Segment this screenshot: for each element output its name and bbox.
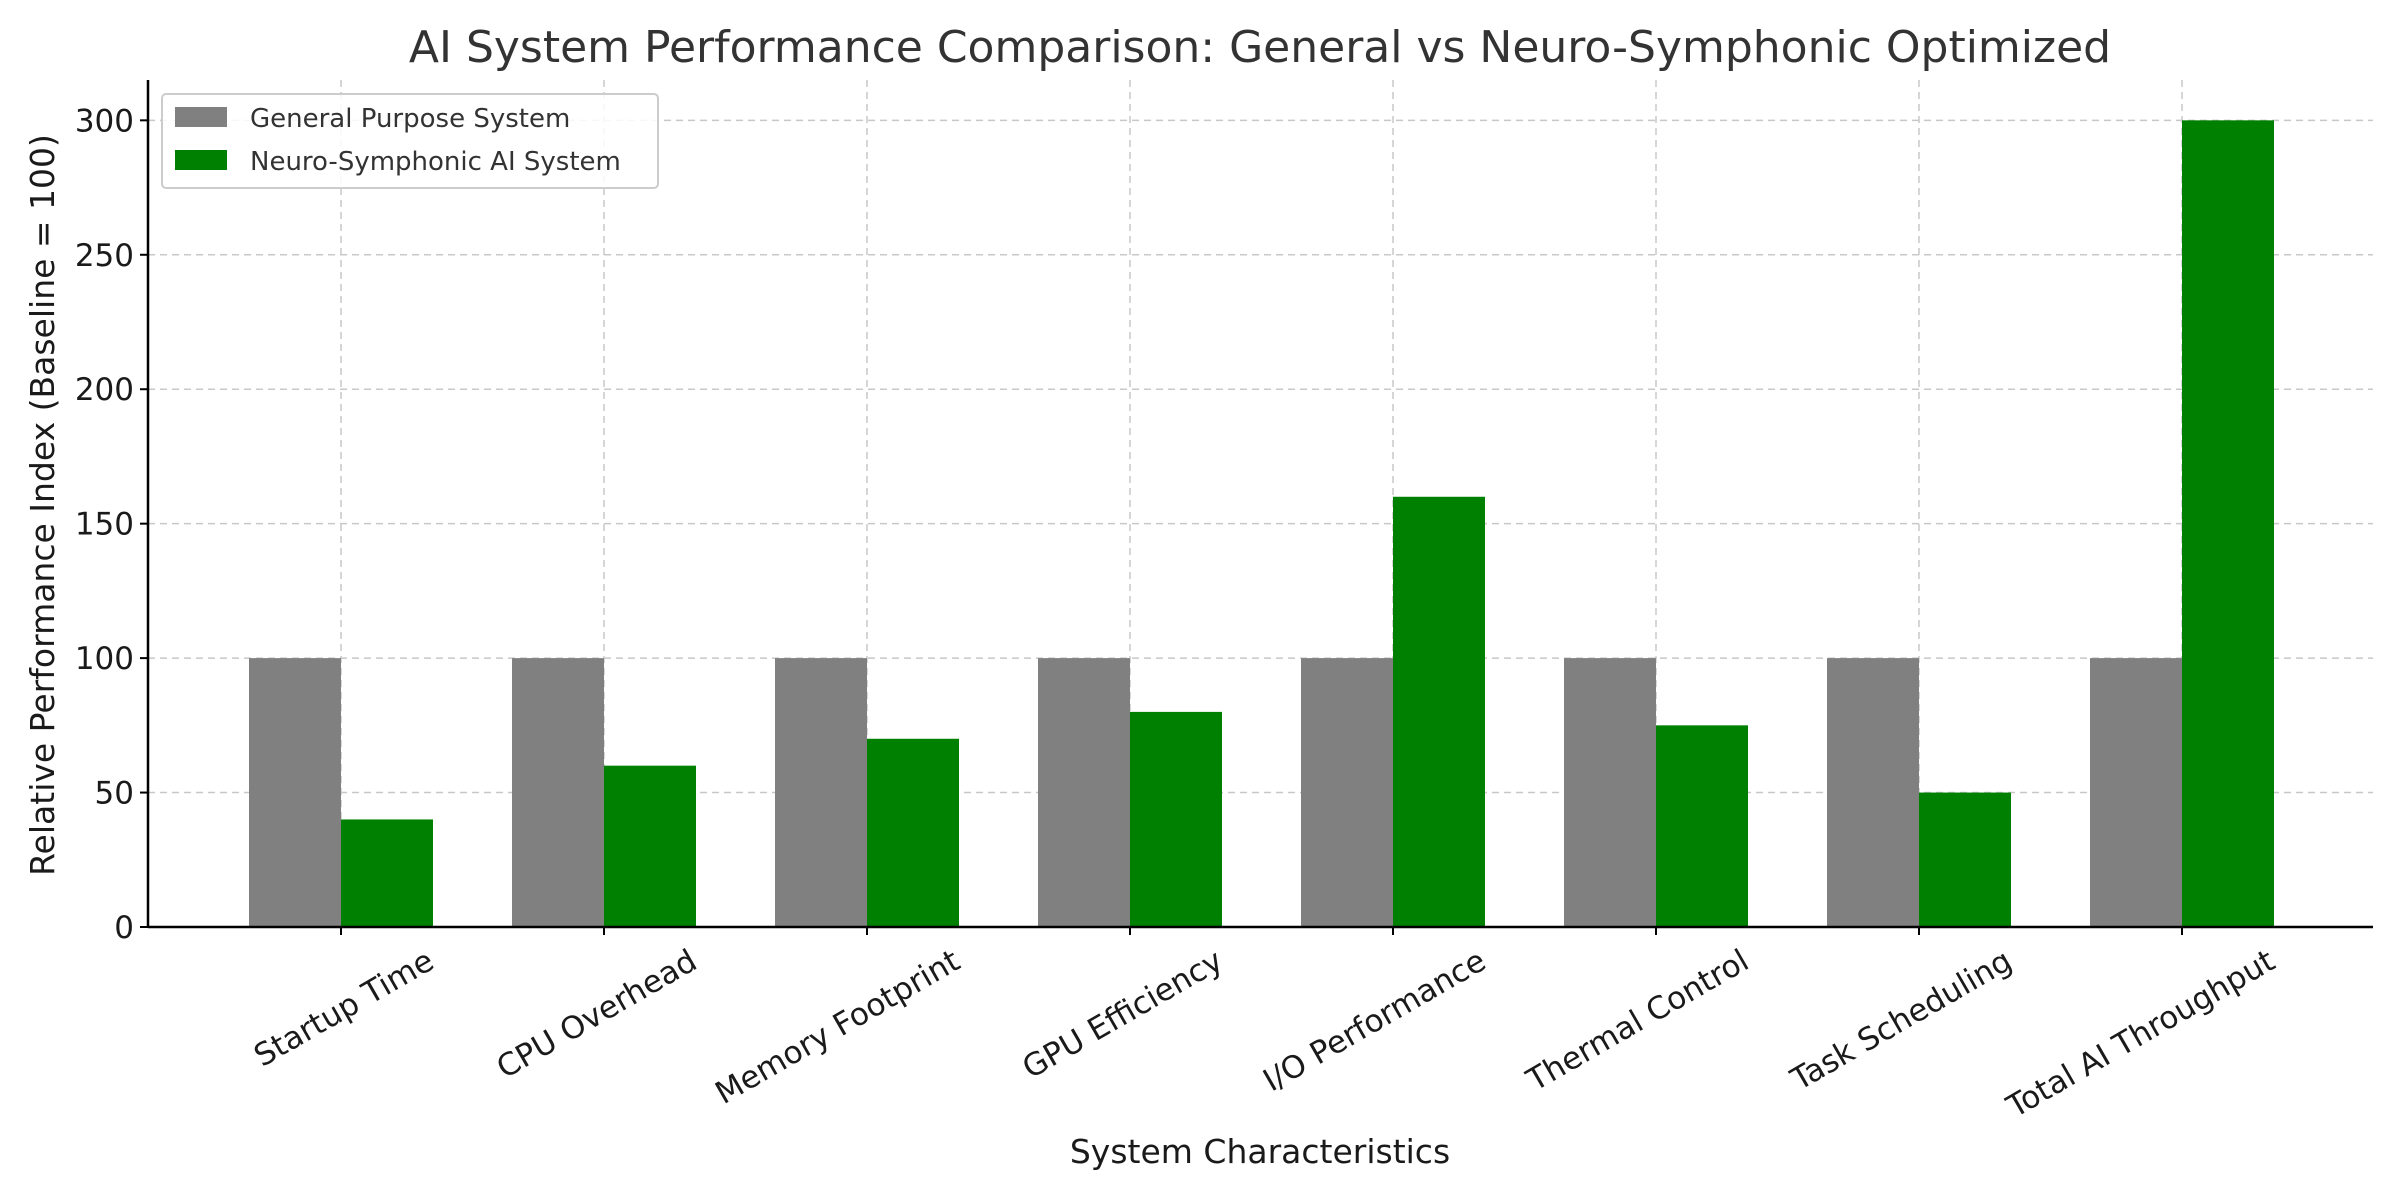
bar-neuro-symphonic-ai-system-memory-footprint <box>867 738 959 927</box>
y-axis-title: Relative Performance Index (Baseline = 1… <box>23 134 62 876</box>
x-ticks: Startup Time CPU Overhead Memory Footprint… <box>248 927 2281 1126</box>
x-tick-label: I/O Performance <box>1257 943 1492 1099</box>
bar-general-purpose-system-task-scheduling <box>1827 658 1919 927</box>
x-tick-label: Thermal Control <box>1520 943 1755 1099</box>
y-tick-label: 100 <box>75 641 134 677</box>
y-ticks: 0 50 100 150 200 250 300 <box>75 103 148 946</box>
bar-neuro-symphonic-ai-system-thermal-control <box>1656 725 1748 927</box>
bar-neuro-symphonic-ai-system-startup-time <box>341 819 433 927</box>
bar-general-purpose-system-memory-footprint <box>775 658 867 927</box>
x-axis-title: System Characteristics <box>1070 1132 1450 1171</box>
x-tick-label: GPU Efficiency <box>1016 943 1229 1086</box>
bar-general-purpose-system-cpu-overhead <box>512 658 604 927</box>
bar-general-purpose-system-thermal-control <box>1564 658 1656 927</box>
bar-neuro-symphonic-ai-system-task-scheduling <box>1919 792 2011 927</box>
y-tick-label: 150 <box>75 507 134 543</box>
legend-label-general-purpose: General Purpose System <box>250 104 570 134</box>
x-tick-label: Startup Time <box>248 943 440 1075</box>
y-tick-label: 300 <box>75 103 134 139</box>
bar-general-purpose-system-i-o-performance <box>1301 658 1393 927</box>
chart-title: AI System Performance Comparison: Genera… <box>409 22 2111 73</box>
bar-neuro-symphonic-ai-system-i-o-performance <box>1393 496 1485 927</box>
x-tick-label: Total AI Throughput <box>2000 943 2281 1126</box>
bar-general-purpose-system-gpu-efficiency <box>1038 658 1130 927</box>
legend-swatch-general-purpose <box>175 107 227 127</box>
bar-neuro-symphonic-ai-system-gpu-efficiency <box>1130 711 1222 927</box>
bars <box>249 120 2274 928</box>
axes <box>146 80 2373 929</box>
y-tick-label: 200 <box>75 372 134 408</box>
legend-frame <box>161 93 659 189</box>
legend-swatch-neuro-symphonic <box>175 150 227 170</box>
bar-neuro-symphonic-ai-system-cpu-overhead <box>604 765 696 927</box>
bar-general-purpose-system-startup-time <box>249 658 341 927</box>
x-tick-label: CPU Overhead <box>491 943 703 1086</box>
bar-neuro-symphonic-ai-system-total-ai-throughput <box>2182 120 2274 928</box>
legend-label-neuro-symphonic: Neuro-Symphonic AI System <box>250 147 621 177</box>
y-tick-label: 50 <box>95 776 134 812</box>
legend: General Purpose System Neuro-Symphonic A… <box>161 93 659 189</box>
y-tick-label: 250 <box>75 238 134 274</box>
bar-general-purpose-system-total-ai-throughput <box>2090 658 2182 927</box>
x-tick-label: Memory Footprint <box>709 943 966 1112</box>
y-tick-label: 0 <box>114 910 134 946</box>
grid <box>148 80 2373 928</box>
x-tick-label: Task Scheduling <box>1784 943 2018 1099</box>
